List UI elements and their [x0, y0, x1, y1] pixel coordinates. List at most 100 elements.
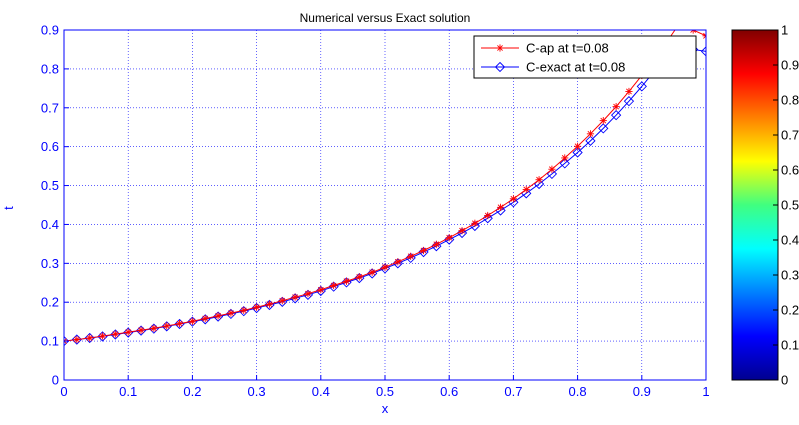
data-point	[342, 277, 351, 285]
data-point	[419, 246, 428, 255]
colorbar: 0 0.1 0.2 0.3 0.4 0.5 0.6 0.7 0.8 0.9 1	[731, 23, 799, 388]
data-point	[432, 240, 440, 248]
data-point	[625, 87, 633, 96]
data-point	[623, 96, 635, 107]
data-point	[574, 142, 582, 150]
data-point	[599, 117, 607, 125]
colorbar-tick-label: 1	[781, 23, 788, 38]
data-point	[496, 203, 505, 211]
x-tick-label: 0.9	[633, 384, 651, 399]
data-point	[559, 158, 570, 169]
colorbar-tick-label: 0.2	[781, 303, 799, 318]
data-point	[64, 335, 70, 347]
x-tick-label: 0.4	[312, 384, 330, 399]
data-point	[355, 273, 363, 281]
legend: C-ap at t=0.08 C-exact at t=0.08	[473, 35, 697, 79]
x-tick-label: 0	[60, 384, 67, 399]
data-point	[253, 303, 261, 311]
y-tick-label: 0.7	[41, 100, 59, 115]
y-tick-label: 0.5	[41, 178, 59, 193]
data-point	[636, 81, 647, 92]
data-point	[368, 268, 376, 276]
data-point	[278, 297, 286, 305]
x-tick-label: 0.5	[376, 384, 394, 399]
colorbar-tick-label: 0	[781, 373, 788, 388]
data-point	[394, 258, 402, 266]
colorbar-tick-label: 0.6	[781, 163, 799, 178]
y-tick-label: 0.3	[41, 256, 59, 271]
data-point	[163, 322, 171, 330]
x-tick-label: 0.1	[119, 384, 137, 399]
x-tick-label: 0.2	[183, 384, 201, 399]
data-point	[585, 135, 596, 146]
data-point	[484, 211, 492, 220]
x-tick-label: 1	[702, 384, 709, 399]
data-point	[161, 321, 172, 332]
data-point	[291, 293, 299, 301]
colorbar-tick-label: 0.4	[781, 233, 799, 248]
data-point	[123, 327, 134, 338]
data-point	[174, 318, 185, 330]
data-point	[445, 234, 453, 242]
data-point	[135, 325, 147, 336]
data-point	[150, 324, 158, 332]
legend-label: C-exact at t=0.08	[526, 60, 625, 75]
data-point	[98, 332, 107, 340]
data-point	[598, 123, 609, 134]
colorbar-tick-label: 0.7	[781, 128, 799, 143]
data-point	[456, 227, 468, 239]
data-point	[304, 290, 312, 298]
legend-marker	[496, 44, 504, 52]
y-tick-label: 0.9	[41, 23, 59, 38]
x-tick-label: 0.7	[504, 384, 522, 399]
chart-title: Numerical versus Exact solution	[300, 11, 471, 25]
data-point	[137, 326, 145, 334]
data-point	[610, 110, 622, 121]
colorbar-tick-label: 0.5	[781, 198, 799, 213]
data-point	[561, 154, 569, 162]
x-tick-label: 0.8	[569, 384, 587, 399]
data-point	[509, 195, 517, 203]
data-point	[458, 227, 466, 235]
y-tick-label: 0	[52, 373, 59, 388]
data-point	[471, 219, 479, 227]
data-point	[148, 323, 160, 334]
data-point	[97, 331, 108, 342]
y-tick-label: 0.2	[41, 295, 59, 310]
legend-entry: C-ap at t=0.08	[481, 41, 609, 56]
data-point	[586, 130, 595, 138]
data-point	[175, 320, 184, 328]
data-point	[317, 286, 325, 294]
x-tick-label: 0.6	[440, 384, 458, 399]
data-point	[86, 334, 94, 342]
legend-marker	[494, 61, 506, 73]
data-point	[548, 165, 556, 173]
data-point	[110, 329, 121, 340]
x-axis-ticks: 0 0.1 0.2 0.3 0.4 0.5 0.6 0.7 0.8 0.9 1	[60, 375, 710, 399]
data-point	[522, 185, 530, 194]
data-point	[689, 30, 697, 34]
colorbar-tick-label: 0.3	[781, 268, 799, 283]
y-tick-label: 0.8	[41, 61, 59, 76]
y-tick-label: 0.1	[41, 334, 59, 349]
data-point	[612, 103, 620, 111]
data-point	[546, 168, 558, 180]
colorbar-gradient	[731, 29, 779, 381]
data-point	[214, 312, 222, 320]
data-point	[240, 306, 248, 314]
data-point	[73, 335, 81, 344]
data-point	[124, 328, 132, 336]
y-axis-ticks: 0 0.1 0.2 0.3 0.4 0.5 0.6 0.7 0.8 0.9	[41, 23, 69, 388]
data-point	[482, 213, 493, 224]
y-axis-label: t	[1, 206, 16, 210]
data-point	[201, 314, 209, 323]
data-point	[111, 330, 119, 338]
data-point	[702, 32, 706, 40]
legend-label: C-ap at t=0.08	[526, 41, 609, 56]
data-point	[227, 309, 235, 317]
colorbar-tick-label: 0.9	[781, 58, 799, 73]
legend-entry: C-exact at t=0.08	[481, 60, 625, 75]
x-tick-label: 0.3	[248, 384, 266, 399]
